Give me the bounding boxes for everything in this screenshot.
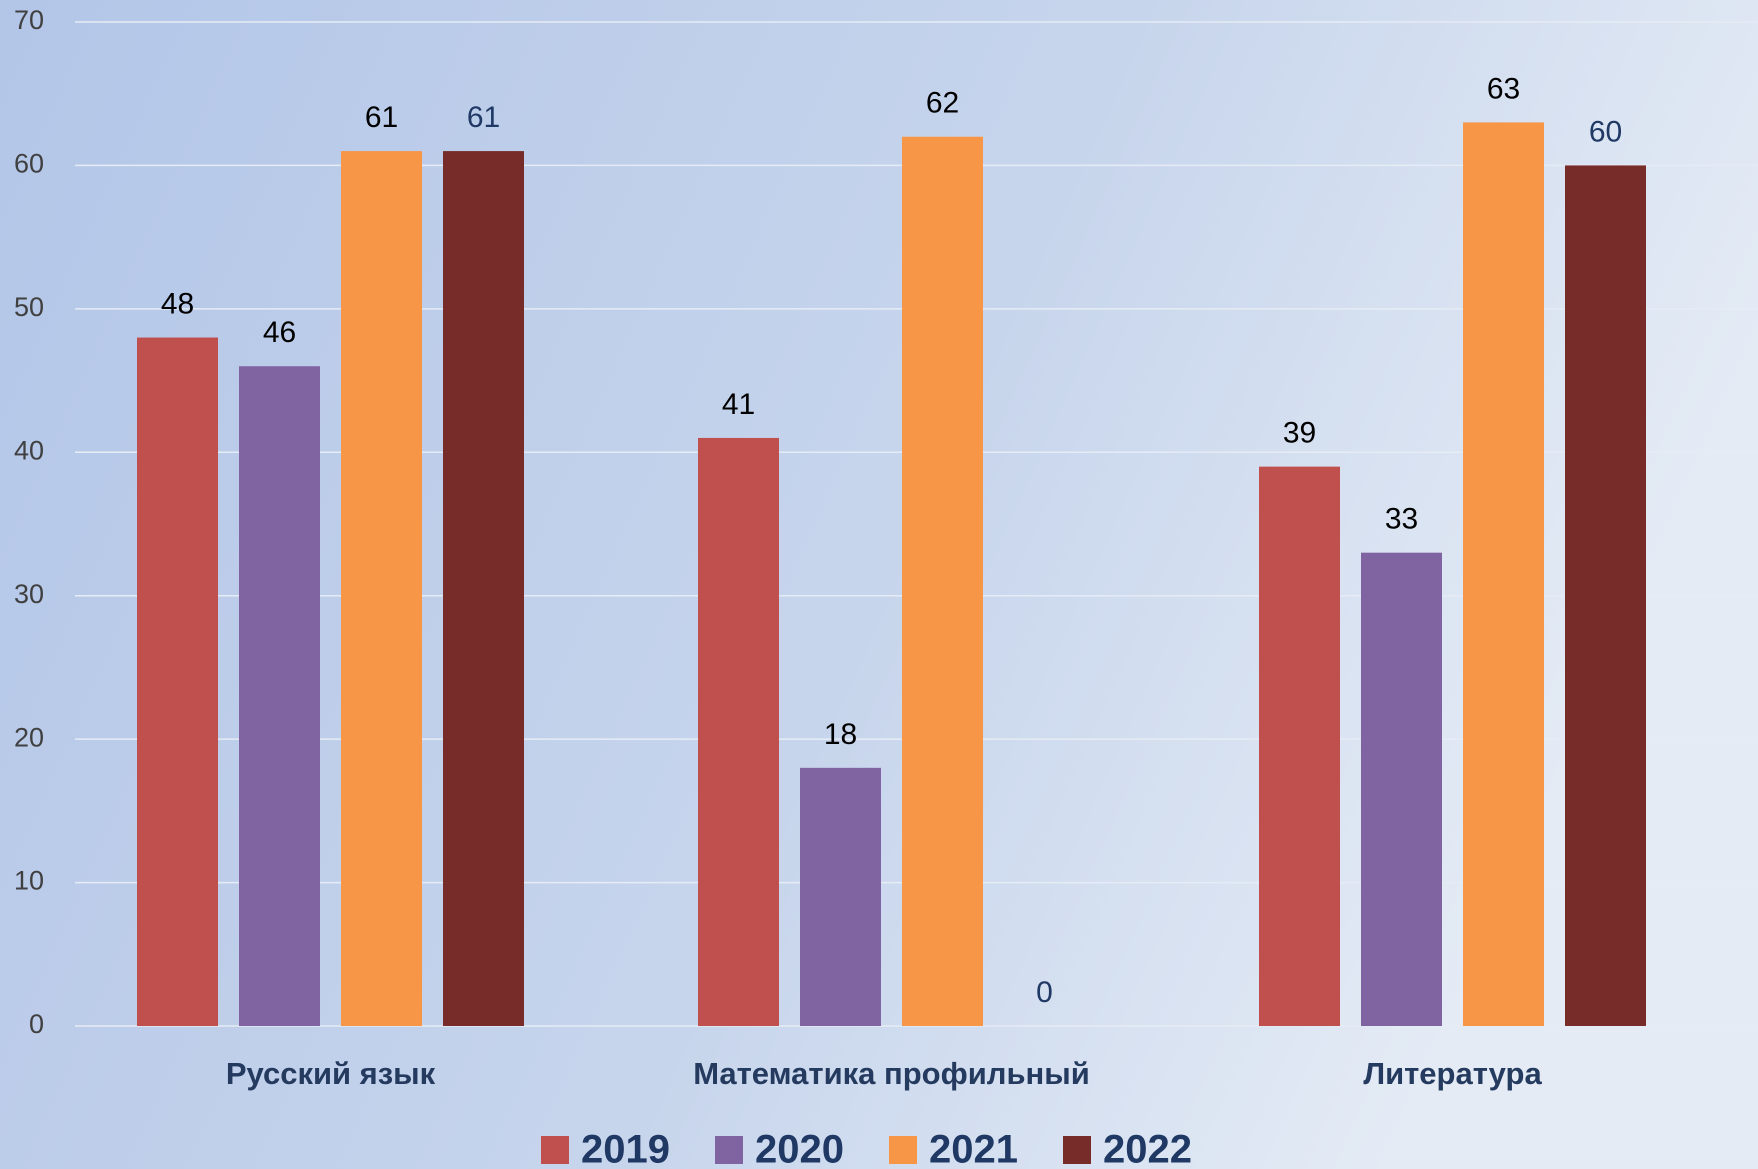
bar <box>1361 552 1442 1026</box>
y-tick-label: 40 <box>14 435 44 465</box>
y-tick-label: 0 <box>29 1009 44 1039</box>
legend-swatch <box>715 1136 743 1164</box>
legend-swatch <box>889 1136 917 1164</box>
bar <box>902 136 983 1026</box>
x-tick-label: Математика профильный <box>693 1056 1090 1091</box>
value-label: 60 <box>1589 115 1622 148</box>
value-label: 63 <box>1487 72 1520 105</box>
y-tick-label: 60 <box>14 149 44 179</box>
legend-label: 2021 <box>929 1128 1018 1169</box>
value-label: 39 <box>1283 417 1316 450</box>
legend-label: 2020 <box>755 1128 844 1169</box>
bar <box>1565 165 1646 1026</box>
value-label: 48 <box>161 287 194 320</box>
bar <box>443 151 524 1027</box>
value-label: 18 <box>824 718 857 751</box>
bar <box>239 366 320 1026</box>
x-tick-label: Литература <box>1363 1056 1542 1091</box>
bar <box>137 337 218 1026</box>
y-tick-label: 30 <box>14 579 44 609</box>
x-tick-label: Русский язык <box>226 1056 436 1091</box>
legend-swatch <box>1063 1136 1091 1164</box>
value-label: 33 <box>1385 503 1418 536</box>
value-label: 62 <box>926 87 959 120</box>
legend-label: 2022 <box>1103 1128 1192 1169</box>
bar <box>1463 122 1544 1026</box>
value-label: 61 <box>467 101 500 134</box>
legend-swatch <box>541 1136 569 1164</box>
y-tick-label: 10 <box>14 866 44 896</box>
bar <box>800 767 881 1026</box>
value-label: 61 <box>365 101 398 134</box>
bar <box>341 151 422 1027</box>
value-label: 41 <box>722 388 755 421</box>
bar <box>698 437 779 1026</box>
y-tick-label: 20 <box>14 722 44 752</box>
y-tick-label: 50 <box>14 292 44 322</box>
y-tick-label: 70 <box>14 5 44 35</box>
value-label: 0 <box>1036 976 1053 1009</box>
bar <box>1259 466 1340 1027</box>
legend-label: 2019 <box>581 1128 670 1169</box>
value-label: 46 <box>263 316 296 349</box>
